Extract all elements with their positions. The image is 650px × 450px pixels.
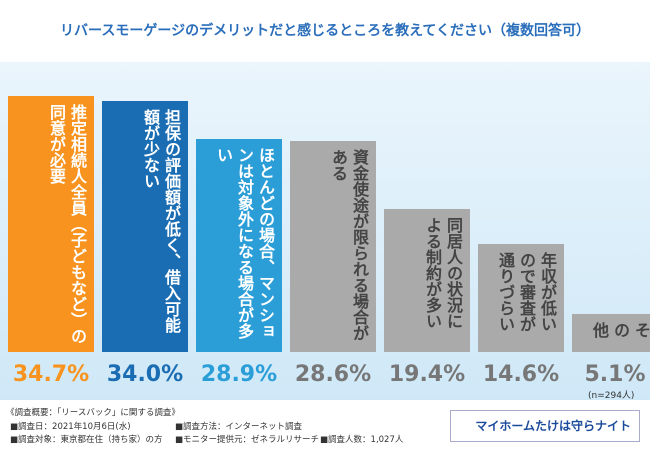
bar <box>572 314 650 352</box>
footer: 《調査概要：「リースバック」に関する調査》 ■調査日：2021年10月6日(水)… <box>0 402 650 450</box>
value-label: 14.6% <box>482 362 560 387</box>
bar <box>478 244 564 352</box>
logo: マイホームたけは守らナイト <box>450 410 640 442</box>
bar-label: 担保の評価額が低く、借入可能額が少ない <box>141 109 181 334</box>
footer-heading: 《調査概要：「リースバック」に関する調査》 <box>6 408 180 418</box>
footer-item: ■調査人数：1,027人 <box>320 435 404 445</box>
bar <box>102 101 188 352</box>
value-label: 5.1% <box>584 362 646 387</box>
bar-label: ほとんどの場合、マンションは対象外になる場合が多い <box>214 146 275 339</box>
bar-label: 資金使途が限られる場合がある <box>329 149 369 341</box>
bar <box>8 96 94 352</box>
bar-label: その他 <box>590 322 650 339</box>
value-label: 28.6% <box>294 362 372 387</box>
value-label: 28.9% <box>200 362 278 387</box>
bar-label: 年収が低いので審査が通りづらい <box>496 252 557 333</box>
value-label: 19.4% <box>388 362 466 387</box>
bar-label: 同居人の状況による制約が多い <box>423 216 463 329</box>
value-label: 34.7% <box>12 362 90 387</box>
bar <box>196 138 282 352</box>
value-label: 34.0% <box>106 362 184 387</box>
sample-note: (n=294人) <box>588 391 635 401</box>
footer-item: ■モニター提供元：ゼネラルリサーチ <box>175 435 320 445</box>
footer-item: ■調査対象：東京都在住（持ち家）の方 <box>10 435 163 445</box>
bar-label: 推定相続人全員（子どもなど）の同意が必要 <box>47 104 87 344</box>
footer-item: ■調査方法：インターネット調査 <box>175 422 303 432</box>
chart-title: リバースモーゲージのデメリットだと感じるところを教えてください（複数回答可） <box>60 23 590 39</box>
bar <box>290 141 376 352</box>
footer-item: ■調査日：2021年10月6日(水) <box>10 422 131 432</box>
bar <box>384 208 470 352</box>
